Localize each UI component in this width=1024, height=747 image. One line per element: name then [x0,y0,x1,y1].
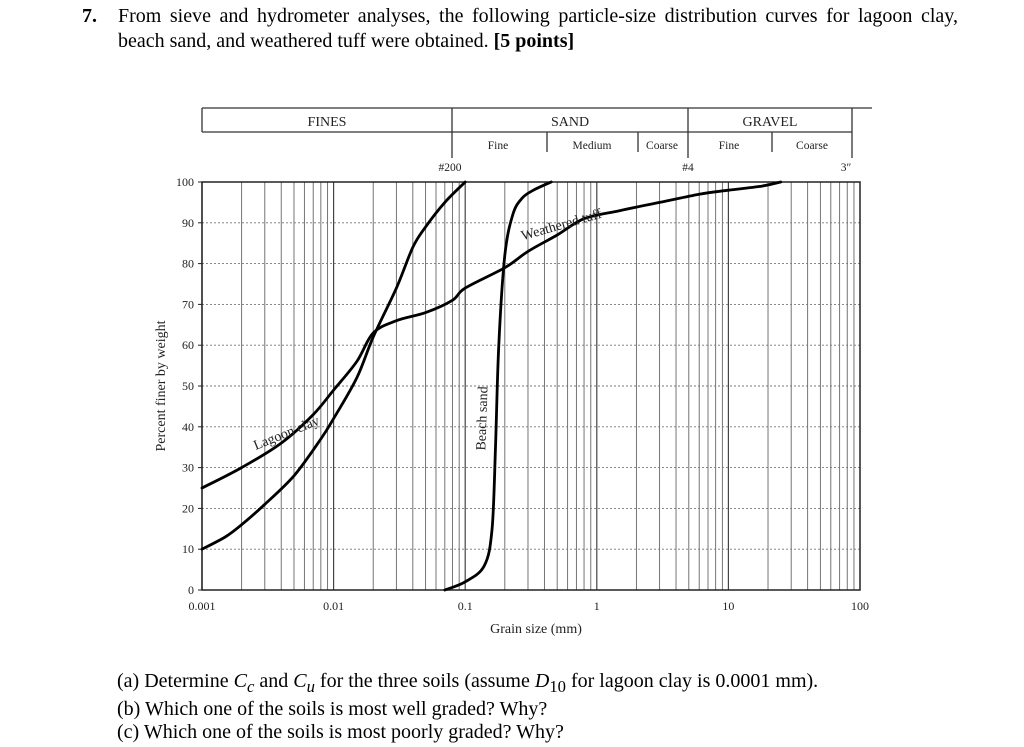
header-gravel-fine: Fine [719,140,739,152]
header-gravel-coarse: Coarse [796,140,828,152]
y-tick-label: 100 [176,175,194,189]
y-tick-label: 90 [182,216,194,230]
y-tick-label: 50 [182,379,194,393]
header-fines: FINES [308,115,347,130]
curve-label-weathered-tuff: Weathered tuff [520,207,604,244]
part-a-prefix: (a) Determine [117,670,234,692]
part-a-cu-sub: u [306,677,315,696]
question-parts: (a) Determine Cc and Cu for the three so… [117,670,997,744]
x-tick-label: 100 [851,599,869,613]
header-gravel: GRAVEL [743,115,798,130]
x-tick-label: 0.001 [189,599,216,613]
curves [200,180,783,592]
part-a-cc: C [233,670,247,692]
y-tick-label: 70 [182,297,194,311]
sieve-3in-label: 3″ [841,162,852,174]
y-tick-label: 10 [182,542,194,556]
x-axis: 0.001 0.01 0.1 1 10 100 [189,599,870,613]
y-tick-label: 30 [182,461,194,475]
y-tick-label: 20 [182,501,194,515]
y-tick-label: 80 [182,257,194,271]
particle-size-chart: FINES SAND GRAVEL Fine Medium Coarse Fin… [154,107,872,637]
part-a: (a) Determine Cc and Cu for the three so… [117,670,997,698]
sieve-4-label: #4 [682,162,694,174]
y-tick-label: 40 [182,420,194,434]
curve-label-lagoon-clay: Lagoon clay [252,414,322,454]
question-body: From sieve and hydrometer analyses, the … [118,5,958,52]
x-tick-label: 10 [722,599,734,613]
header-sand-fine: Fine [488,140,508,152]
part-a-suffix: for lagoon clay is 0.0001 mm). [565,670,819,692]
question-number: 7. [82,5,97,27]
part-a-d-sub: 10 [549,677,566,696]
question-points: [5 points] [493,30,575,52]
header-sand: SAND [551,115,589,130]
x-axis-label: Grain size (mm) [490,622,582,637]
x-tick-label: 1 [594,599,600,613]
y-axis-label: Percent finer by weight [154,320,169,451]
part-a-cu: C [293,670,307,692]
curve-label-beach-sand: Beach sand [474,386,491,451]
y-tick-label: 60 [182,338,194,352]
curve-weathered-tuff [200,180,783,490]
chart-grid [201,181,860,591]
part-a-d: D [534,670,550,692]
y-axis: 0 10 20 30 40 50 60 70 80 90 100 [176,175,202,597]
part-a-cc-sub: c [246,677,255,696]
part-c: (c) Which one of the soils is most poorl… [117,721,564,743]
header-sand-coarse: Coarse [646,140,678,152]
classification-header [201,107,872,158]
curve-lagoon-clay [200,180,467,551]
part-b: (b) Which one of the soils is most well … [117,698,548,720]
curve-beach-sand [443,180,553,592]
sieve-200-label: #200 [439,162,462,174]
part-a-mid: for the three soils (assume [314,670,535,692]
header-sand-medium: Medium [573,140,612,152]
y-tick-label: 0 [188,583,194,597]
x-tick-label: 0.01 [323,599,344,613]
x-tick-label: 0.1 [458,599,473,613]
question-text: From sieve and hydrometer analyses, the … [118,4,958,54]
part-a-and: and [254,670,294,692]
